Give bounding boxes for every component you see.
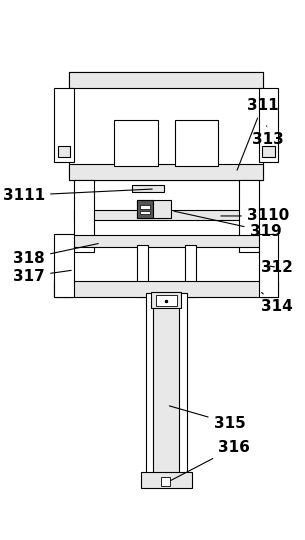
Bar [70, 72, 263, 180]
Bar [54, 234, 74, 297]
Text: 316: 316 [171, 440, 250, 481]
Text: 317: 317 [13, 269, 71, 284]
Bar [63, 281, 269, 297]
Bar [140, 211, 150, 214]
Text: 311: 311 [237, 98, 278, 170]
Text: 313: 313 [252, 126, 284, 147]
Text: 314: 314 [261, 293, 293, 314]
Bar [262, 146, 275, 157]
Bar [74, 210, 259, 220]
Bar [259, 88, 278, 162]
Text: 312: 312 [261, 260, 293, 275]
Bar [262, 281, 278, 297]
Bar [54, 88, 74, 162]
Bar [259, 234, 278, 297]
Bar [54, 281, 70, 297]
Bar [140, 205, 150, 209]
Bar [151, 292, 181, 308]
Bar [58, 146, 70, 157]
Bar [153, 293, 179, 477]
Bar [146, 293, 187, 477]
Bar [185, 245, 196, 297]
Text: 319: 319 [174, 211, 281, 239]
Bar [132, 185, 164, 192]
Bar [239, 180, 259, 252]
Bar [74, 180, 94, 252]
Bar [161, 477, 170, 486]
Bar [137, 200, 153, 218]
Bar [70, 235, 263, 247]
Bar [70, 72, 263, 88]
Text: 3110: 3110 [221, 208, 289, 224]
Bar [70, 164, 263, 180]
Bar [114, 119, 158, 166]
Bar [137, 245, 148, 297]
Bar [175, 119, 218, 166]
Text: 315: 315 [169, 406, 245, 430]
Bar [137, 200, 171, 218]
Bar [156, 295, 177, 306]
Text: 3111: 3111 [3, 188, 152, 202]
Text: 318: 318 [13, 244, 98, 266]
Bar [141, 472, 192, 488]
